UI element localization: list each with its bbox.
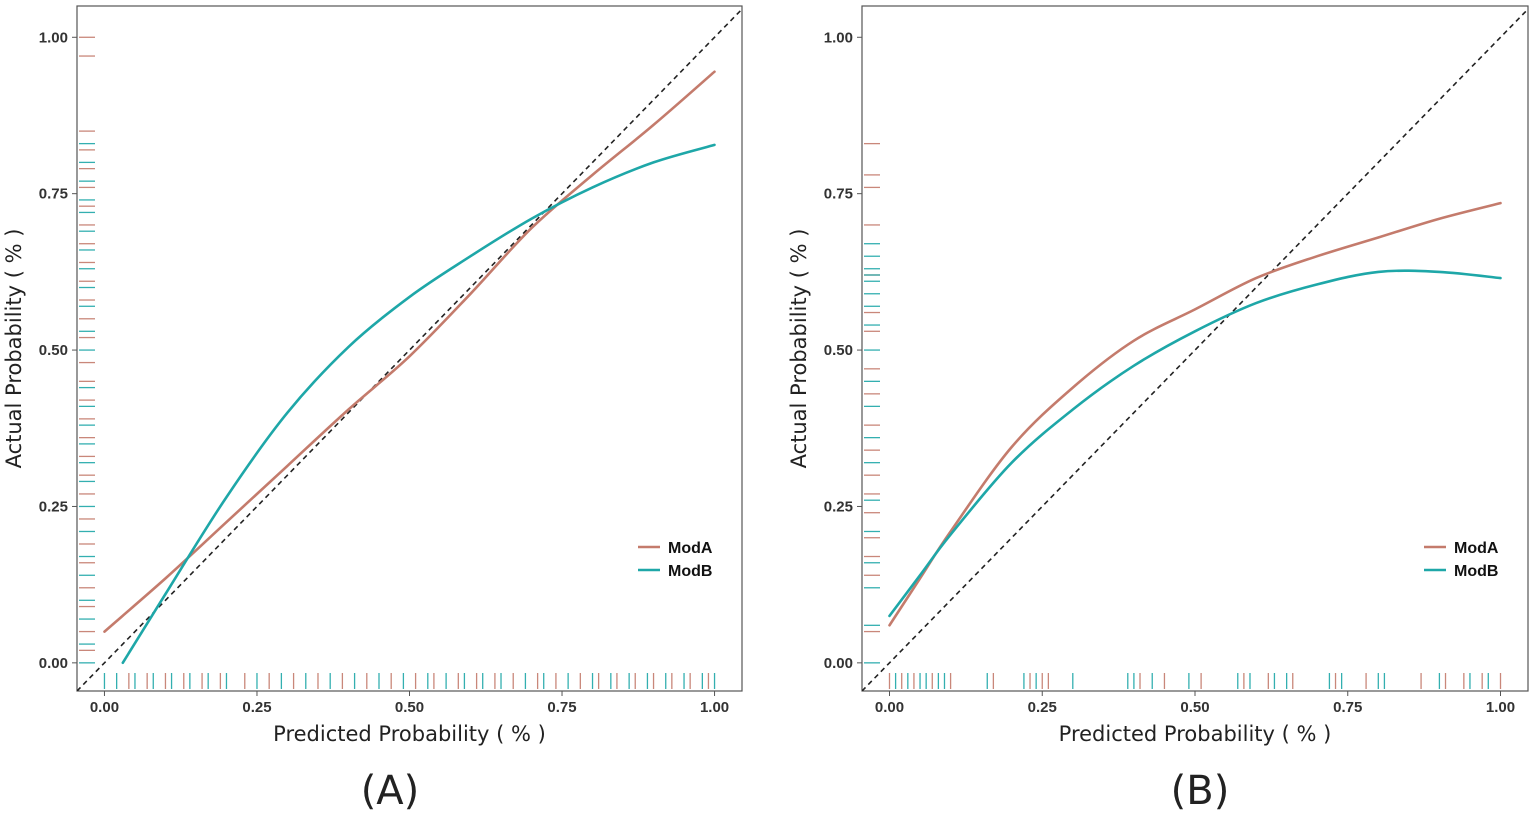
panel-label: (B): [1171, 768, 1230, 814]
y-tick-label: 0.00: [824, 655, 853, 672]
y-tick-label: 0.25: [39, 498, 68, 515]
plot-frame: [76, 5, 743, 692]
panel-label: (A): [361, 768, 420, 814]
panel-a-calibration-plot: 0.00 0.25 0.50 0.75 1.00 0.00 0.25 0.50 0.75 1.00…: [2, 5, 743, 814]
legend-label-modb: ModB: [1454, 563, 1498, 580]
y-tick-label: 1.00: [39, 29, 68, 46]
x-tick-label: 0.25: [1028, 699, 1057, 716]
series-line-modb: [888, 269, 1502, 618]
x-axis-title: Predicted Probability ( % ): [273, 722, 546, 746]
y-tick-label: 0.75: [824, 186, 853, 203]
plot-frame: [861, 5, 1529, 692]
y-tick-label: 0.25: [824, 498, 853, 515]
legend-label-modb: ModB: [668, 563, 712, 580]
series-line-moda: [103, 70, 716, 633]
legend-label-moda: ModA: [668, 540, 713, 557]
x-tick-label: 0.50: [395, 699, 424, 716]
x-tick-label: 0.50: [1180, 699, 1209, 716]
series-line-modb: [121, 143, 716, 665]
x-tick-label: 0.75: [547, 699, 576, 716]
x-tick-label: 1.00: [1486, 699, 1515, 716]
x-tick-label: 0.00: [90, 699, 119, 716]
x-axis-title: Predicted Probability ( % ): [1059, 722, 1332, 746]
reference-diagonal-line: [862, 8, 1528, 691]
series-line-moda: [888, 201, 1502, 627]
y-tick-label: 1.00: [824, 29, 853, 46]
y-tick-label: 0.75: [39, 186, 68, 203]
y-tick-label: 0.50: [824, 342, 853, 359]
y-tick-label: 0.00: [39, 655, 68, 672]
y-axis-title: Actual Probability ( % ): [787, 229, 811, 469]
y-axis-title: Actual Probability ( % ): [2, 229, 26, 469]
legend-label-moda: ModA: [1454, 540, 1499, 557]
x-tick-label: 0.00: [875, 699, 904, 716]
x-tick-label: 1.00: [700, 699, 729, 716]
y-tick-label: 0.50: [39, 342, 68, 359]
panel-b-calibration-plot: 0.00 0.25 0.50 0.75 1.00 0.00 0.25 0.50 0.75 1.00…: [787, 5, 1529, 814]
reference-diagonal-line: [77, 8, 742, 691]
x-tick-label: 0.75: [1333, 699, 1362, 716]
x-tick-label: 0.25: [242, 699, 271, 716]
